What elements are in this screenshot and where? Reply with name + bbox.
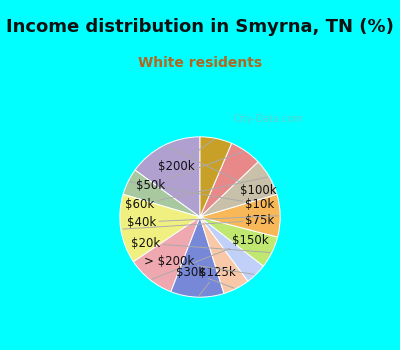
Wedge shape — [134, 217, 200, 292]
Text: $30k: $30k — [176, 266, 234, 288]
Wedge shape — [171, 217, 224, 297]
Text: $100k: $100k — [166, 146, 277, 197]
Text: $10k: $10k — [130, 182, 275, 211]
Wedge shape — [200, 137, 232, 217]
Text: $125k: $125k — [198, 266, 235, 296]
Text: $50k: $50k — [136, 152, 244, 192]
Text: > $200k: > $200k — [144, 255, 254, 274]
Wedge shape — [200, 194, 280, 237]
Text: Income distribution in Smyrna, TN (%): Income distribution in Smyrna, TN (%) — [6, 18, 394, 36]
Wedge shape — [200, 217, 248, 294]
Wedge shape — [200, 162, 277, 217]
Wedge shape — [135, 137, 200, 217]
Text: $150k: $150k — [152, 234, 269, 279]
Wedge shape — [200, 143, 258, 217]
Text: $200k: $200k — [158, 139, 214, 173]
Text: $20k: $20k — [131, 237, 270, 252]
Text: White residents: White residents — [138, 56, 262, 70]
Wedge shape — [200, 217, 264, 281]
Text: $40k: $40k — [127, 216, 278, 229]
Text: $60k: $60k — [125, 177, 268, 211]
Text: City-Data.com: City-Data.com — [234, 114, 304, 124]
Wedge shape — [200, 217, 278, 266]
Wedge shape — [120, 194, 200, 262]
Text: $75k: $75k — [123, 214, 275, 229]
Wedge shape — [123, 170, 200, 217]
